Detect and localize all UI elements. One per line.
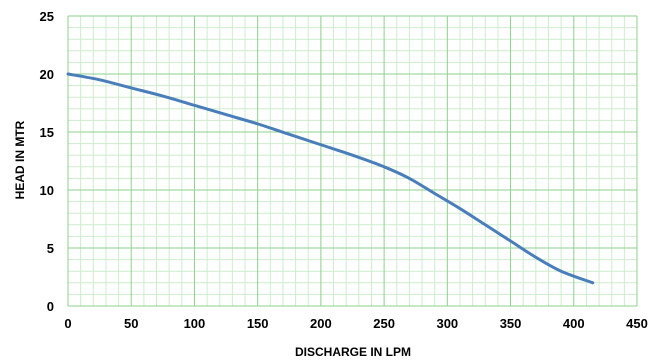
x-tick-label: 150 xyxy=(247,316,269,331)
x-tick-label: 300 xyxy=(436,316,458,331)
x-tick-label: 450 xyxy=(626,316,648,331)
y-tick-label: 0 xyxy=(47,299,54,314)
y-tick-label: 25 xyxy=(40,9,54,24)
y-tick-label: 20 xyxy=(40,67,54,82)
y-axis-title: HEAD IN MTR xyxy=(13,120,27,199)
x-tick-label: 50 xyxy=(124,316,138,331)
x-tick-label: 400 xyxy=(563,316,585,331)
x-tick-label: 350 xyxy=(500,316,522,331)
head-discharge-curve xyxy=(66,72,595,285)
y-tick-labels: 0 5 10 15 20 25 xyxy=(40,9,54,314)
x-tick-labels: 0 50 100 150 200 250 300 350 400 450 xyxy=(64,316,647,331)
x-tick-label: 0 xyxy=(64,316,71,331)
minor-gridlines xyxy=(68,16,637,306)
x-tick-label: 100 xyxy=(184,316,206,331)
y-tick-label: 15 xyxy=(40,125,54,140)
series-layer xyxy=(66,72,595,285)
major-gridlines xyxy=(67,15,638,307)
y-tick-label: 5 xyxy=(47,241,54,256)
x-axis-title: DISCHARGE IN LPM xyxy=(295,345,411,359)
x-tick-label: 250 xyxy=(373,316,395,331)
y-tick-label: 10 xyxy=(40,183,54,198)
x-tick-label: 200 xyxy=(310,316,332,331)
